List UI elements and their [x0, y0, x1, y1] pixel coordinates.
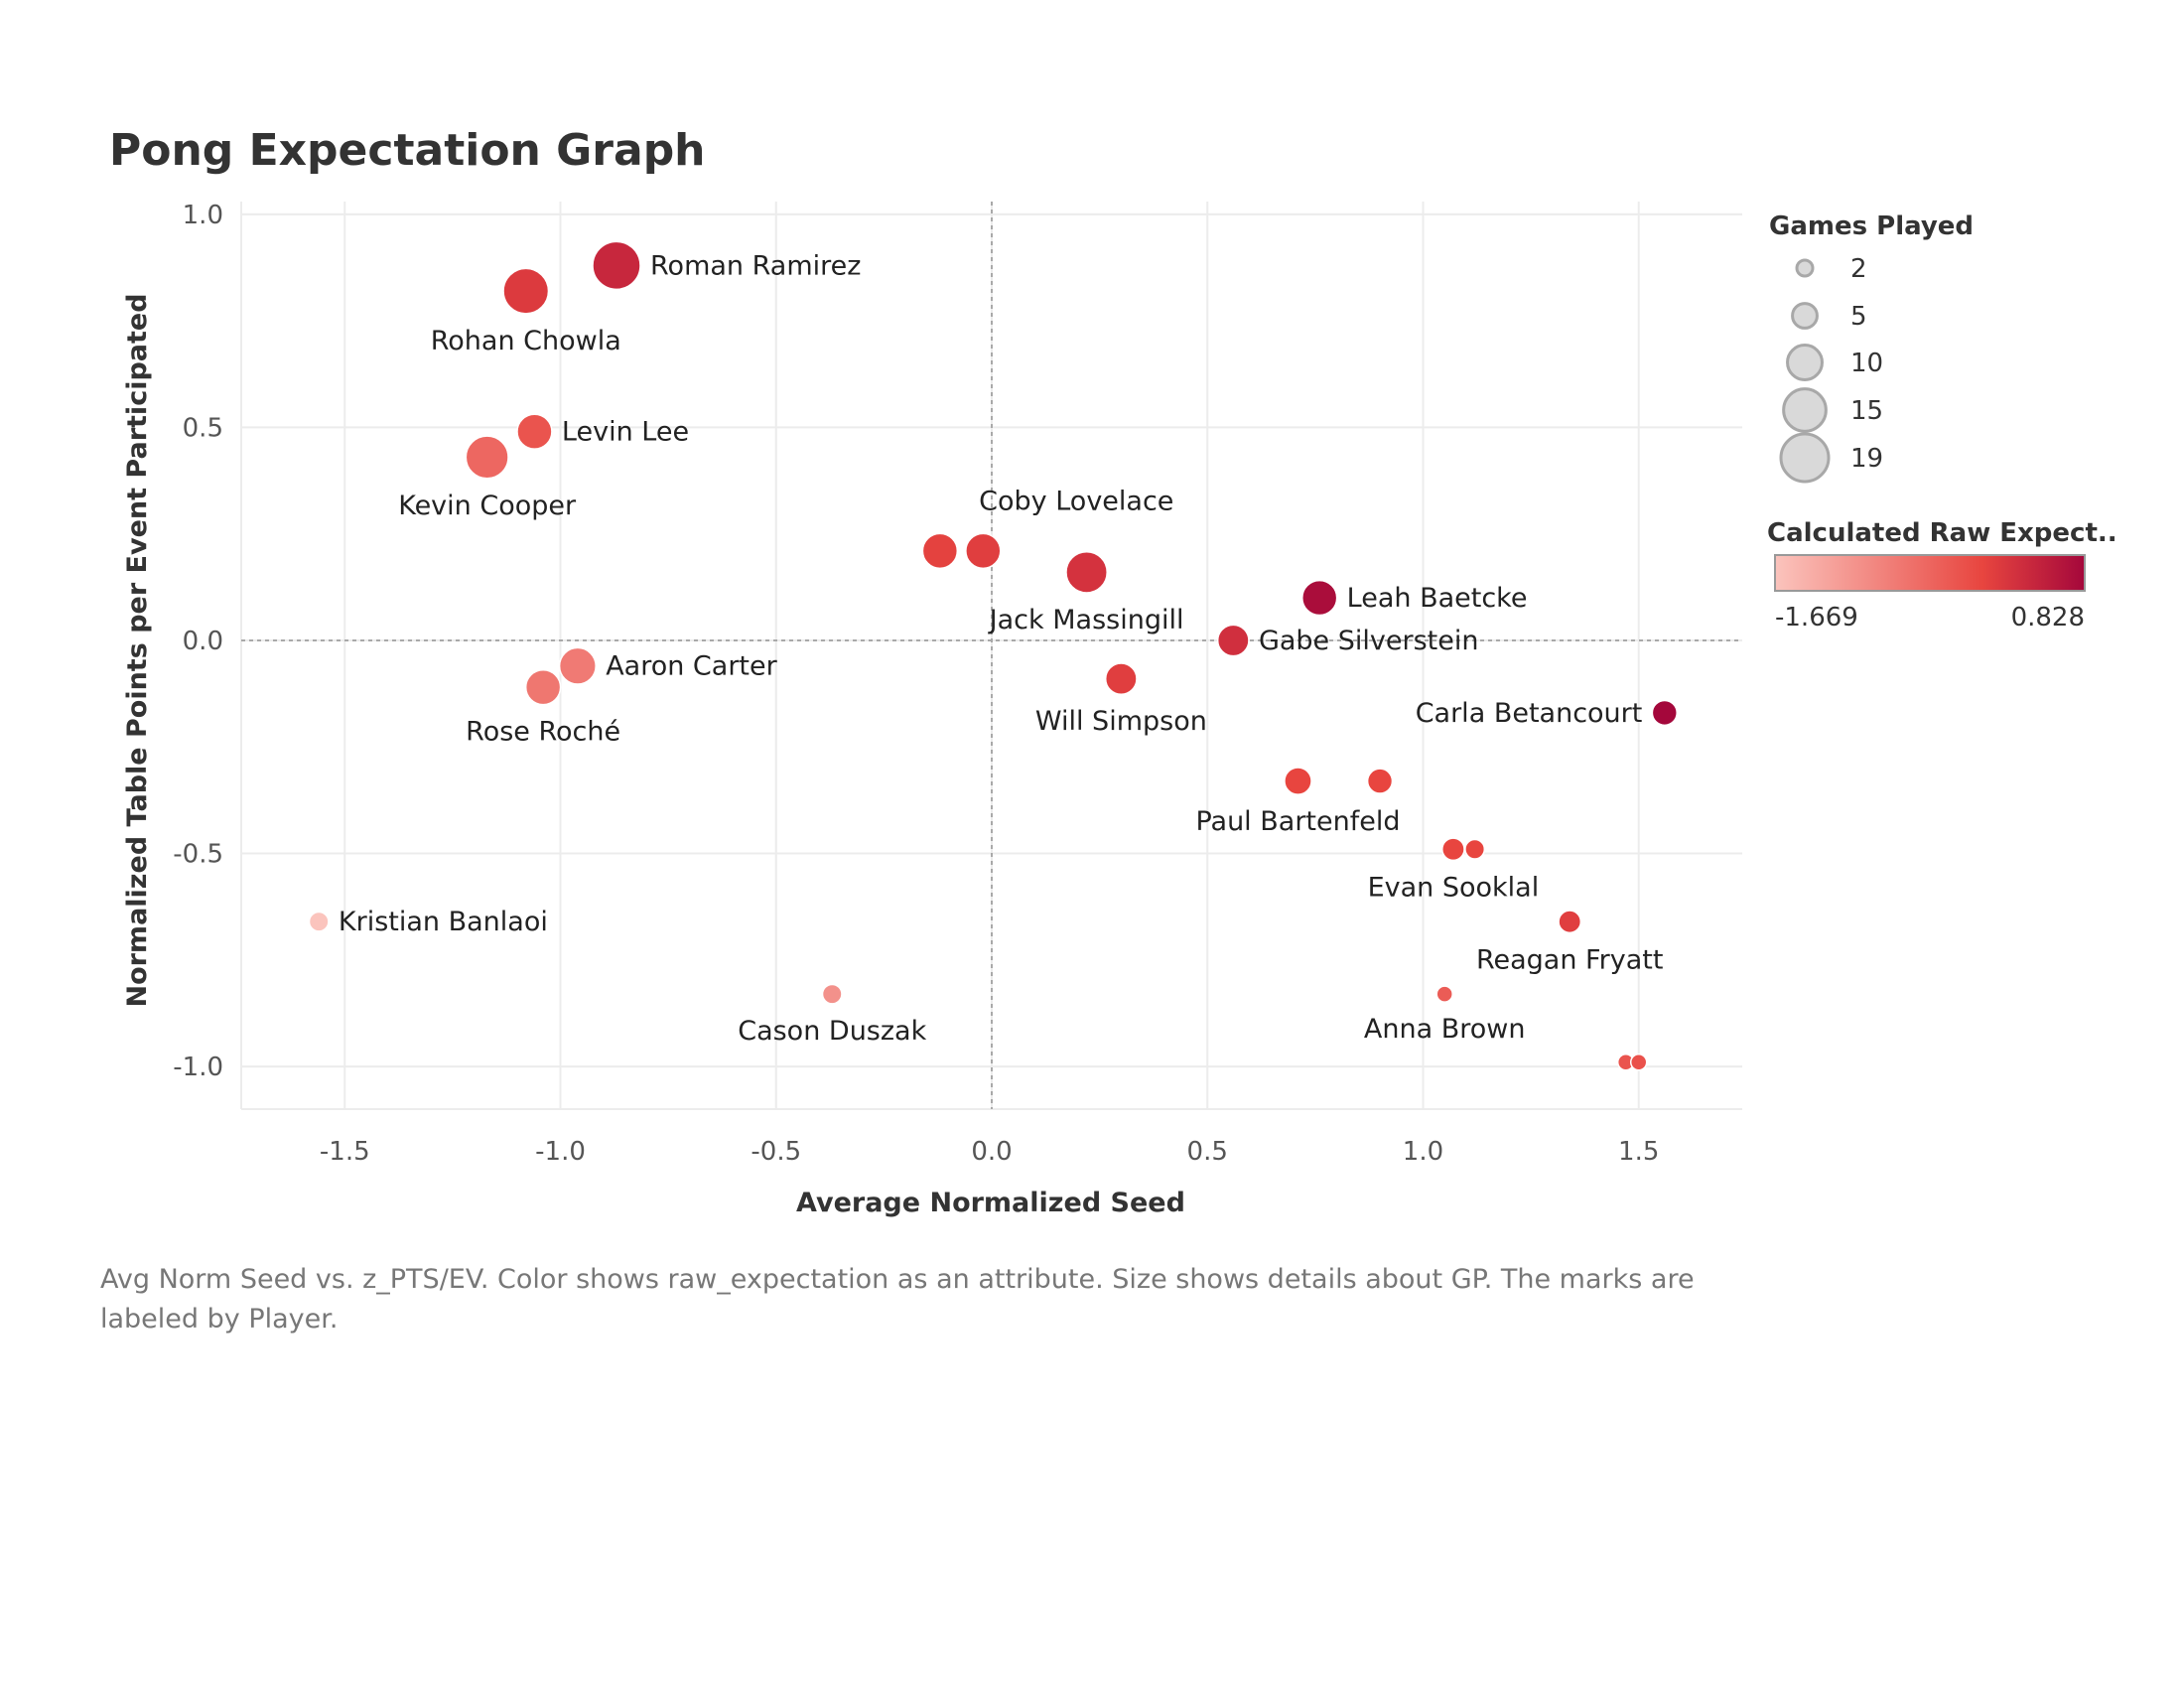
point-label: Carla Betancourt — [1416, 698, 1643, 729]
point-label: Paul Bartenfeld — [1195, 806, 1400, 837]
y-tick-label: -0.5 — [173, 840, 223, 870]
size-legend-circle — [1779, 432, 1831, 484]
data-point — [821, 983, 843, 1005]
y-tick-label: 0.5 — [183, 413, 223, 443]
data-point — [558, 646, 597, 685]
x-tick-label: 0.0 — [971, 1137, 1012, 1167]
size-legend-circle — [1786, 344, 1824, 381]
x-tick-label: -0.5 — [751, 1137, 801, 1167]
size-legend-label: 10 — [1850, 349, 1883, 378]
point-label: Anna Brown — [1364, 1014, 1526, 1045]
x-tick-label: 1.0 — [1403, 1137, 1443, 1167]
data-point — [308, 911, 330, 932]
point-label: Kevin Cooper — [398, 491, 577, 521]
x-tick-label: -1.5 — [320, 1137, 370, 1167]
data-point — [1441, 837, 1465, 862]
data-point — [1300, 579, 1338, 617]
chart-title: Pong Expectation Graph — [109, 125, 706, 176]
color-gradient-bar — [1774, 554, 2086, 592]
data-point — [1464, 838, 1486, 860]
data-point — [965, 532, 1002, 570]
size-legend-label: 15 — [1850, 396, 1883, 426]
x-axis-title: Average Normalized Seed — [796, 1188, 1185, 1218]
data-point — [1216, 624, 1250, 657]
y-tick-label: -1.0 — [173, 1053, 223, 1082]
size-legend-circle — [1782, 387, 1828, 433]
y-axis-title: Normalized Table Points per Event Partic… — [122, 293, 153, 1007]
point-label: Reagan Fryatt — [1476, 944, 1663, 975]
data-point — [1435, 985, 1453, 1003]
x-tick-label: -1.0 — [535, 1137, 586, 1167]
x-tick-label: 1.5 — [1618, 1137, 1659, 1167]
point-label: Rose Roché — [466, 717, 620, 748]
data-point — [592, 240, 641, 291]
size-legend-label: 19 — [1850, 444, 1883, 474]
point-label: Levin Lee — [562, 417, 689, 448]
point-label: Kristian Banlaoi — [339, 907, 548, 937]
data-points — [308, 240, 1678, 1071]
x-tick-label: 0.5 — [1187, 1137, 1228, 1167]
data-point — [1651, 699, 1678, 727]
point-label: Aaron Carter — [606, 651, 777, 682]
color-legend-max: 0.828 — [2011, 603, 2085, 633]
data-point — [465, 435, 509, 480]
zero-lines — [241, 202, 1742, 1109]
data-point — [1366, 768, 1394, 794]
data-point — [516, 413, 553, 450]
color-legend-min: -1.669 — [1775, 603, 1858, 633]
point-label: Rohan Chowla — [431, 326, 621, 356]
color-legend-title: Calculated Raw Expect.. — [1767, 518, 2117, 548]
y-tick-label: 0.0 — [183, 627, 223, 656]
size-legend-label: 2 — [1850, 254, 1867, 284]
size-legend-circle — [1791, 302, 1819, 330]
axis-ticks: -1.5 -1.0 -0.5 0.0 0.5 1.0 1.5 -1.0 -0.5 0.0 0.5 1.… — [173, 201, 1659, 1167]
point-label: Gabe Silverstein — [1259, 626, 1479, 656]
y-tick-label: 1.0 — [183, 201, 223, 230]
point-labels: Roman Ramirez Rohan Chowla Levin Lee Kevin … — [339, 250, 1664, 1046]
size-legend-circle — [1795, 258, 1815, 278]
data-point — [502, 267, 550, 315]
point-label: Coby Lovelace — [979, 486, 1173, 516]
data-point — [524, 668, 562, 706]
size-legend: Games Played 2 5 10 15 19 — [1769, 211, 1974, 484]
point-label: Leah Baetcke — [1347, 583, 1528, 614]
data-point — [1065, 550, 1108, 594]
size-legend-title: Games Played — [1769, 211, 1974, 241]
point-label: Cason Duszak — [738, 1016, 926, 1047]
point-label: Roman Ramirez — [650, 250, 861, 281]
color-legend: Calculated Raw Expect.. -1.669 0.828 — [1767, 518, 2117, 633]
point-label: Will Simpson — [1035, 706, 1207, 737]
point-label: Jack Massingill — [988, 605, 1184, 635]
point-label: Evan Sooklal — [1368, 872, 1540, 903]
caption-line-1: Avg Norm Seed vs. z_PTS/EV. Color shows … — [100, 1264, 1695, 1295]
data-point — [1558, 910, 1582, 934]
size-legend-label: 5 — [1850, 302, 1867, 332]
data-point — [1629, 1054, 1648, 1071]
caption-line-2: labeled by Player. — [100, 1304, 338, 1335]
data-point — [1104, 662, 1138, 695]
data-point — [921, 532, 959, 570]
data-point — [1284, 767, 1312, 795]
